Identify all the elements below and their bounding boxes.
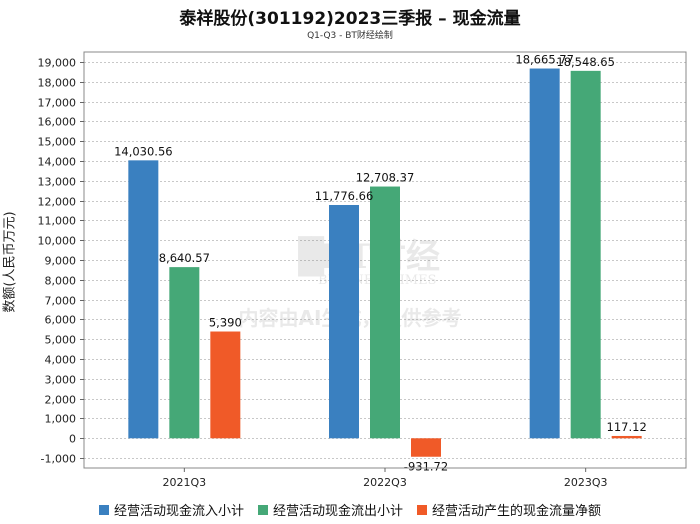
y-tick-label: 6,000 bbox=[45, 314, 77, 327]
x-tick-label: 2022Q3 bbox=[363, 476, 407, 489]
axes: -1,000 0 1,000 2,000 3,000 4,000 5,000 6,000 7,0… bbox=[38, 51, 687, 489]
data-label: -931.72 bbox=[404, 460, 448, 474]
data-label: 18,548.65 bbox=[556, 55, 615, 69]
bar bbox=[128, 160, 159, 439]
data-label: 18,665.77 bbox=[515, 53, 574, 67]
x-tick-label: 2023Q3 bbox=[564, 476, 608, 489]
bar bbox=[570, 70, 601, 439]
y-tick-label: 10,000 bbox=[38, 235, 77, 248]
y-tick-label: 14,000 bbox=[38, 156, 77, 169]
data-label: 12,708.37 bbox=[356, 171, 415, 185]
legend-item: 经营活动现金流入小计 bbox=[98, 500, 244, 519]
y-tick-label: 2,000 bbox=[45, 394, 77, 407]
y-tick-label: 13,000 bbox=[38, 176, 77, 189]
y-tick-label: 17,000 bbox=[38, 97, 77, 110]
legend-swatch bbox=[417, 504, 427, 515]
chart-title: 泰祥股份(301192)2023三季报 – 现金流量 bbox=[179, 9, 521, 29]
bars bbox=[128, 68, 642, 457]
y-tick-label: 1,000 bbox=[45, 413, 77, 426]
bar bbox=[370, 186, 400, 439]
y-tick-label: 8,000 bbox=[45, 275, 77, 288]
data-label: 14,030.56 bbox=[114, 144, 173, 158]
bar bbox=[329, 204, 359, 439]
y-tick-label: 9,000 bbox=[45, 255, 77, 268]
bar bbox=[529, 68, 560, 439]
legend-swatch bbox=[257, 504, 268, 515]
bar bbox=[611, 435, 642, 439]
x-tick-label: 2021Q3 bbox=[163, 476, 207, 489]
legend: 经营活动现金流入小计 经营活动现金流出小计 经营活动产生的现金流量净额 bbox=[0, 500, 700, 519]
watermark-logo-mark: ▐▌ bbox=[285, 236, 337, 277]
y-tick-label: 7,000 bbox=[45, 295, 77, 308]
y-tick-label: 4,000 bbox=[45, 354, 77, 367]
bar bbox=[169, 267, 200, 439]
legend-item: 经营活动现金流出小计 bbox=[257, 500, 403, 519]
y-tick-label: 3,000 bbox=[45, 374, 77, 387]
bar bbox=[210, 331, 241, 439]
data-label: 8,640.57 bbox=[159, 251, 210, 265]
legend-label: 经营活动产生的现金流量净额 bbox=[432, 504, 602, 519]
chart-subtitle: Q1-Q3 - BT财经绘制 bbox=[307, 31, 393, 41]
y-tick-label: 15,000 bbox=[38, 136, 77, 149]
y-tick-label: 11,000 bbox=[38, 215, 77, 228]
y-tick-label: -1,000 bbox=[41, 453, 76, 466]
legend-label: 经营活动现金流出小计 bbox=[272, 504, 403, 519]
legend-item: 经营活动产生的现金流量净额 bbox=[417, 500, 601, 519]
y-tick-label: 5,000 bbox=[45, 334, 77, 347]
y-tick-label: 0 bbox=[69, 433, 76, 446]
data-label: 117.12 bbox=[607, 420, 647, 434]
data-label: 11,776.66 bbox=[315, 189, 374, 203]
y-tick-label: 12,000 bbox=[38, 196, 77, 209]
y-tick-label: 19,000 bbox=[38, 57, 77, 70]
y-tick-label: 16,000 bbox=[38, 116, 77, 129]
legend-swatch bbox=[98, 504, 109, 515]
legend-label: 经营活动现金流入小计 bbox=[113, 504, 244, 519]
bar bbox=[411, 438, 441, 457]
data-label: 5,390 bbox=[209, 316, 242, 330]
data-labels: 14,030.56 8,640.57 5,390 11,776.66 12,708.37… bbox=[114, 53, 647, 474]
y-tick-label: 18,000 bbox=[38, 77, 77, 90]
